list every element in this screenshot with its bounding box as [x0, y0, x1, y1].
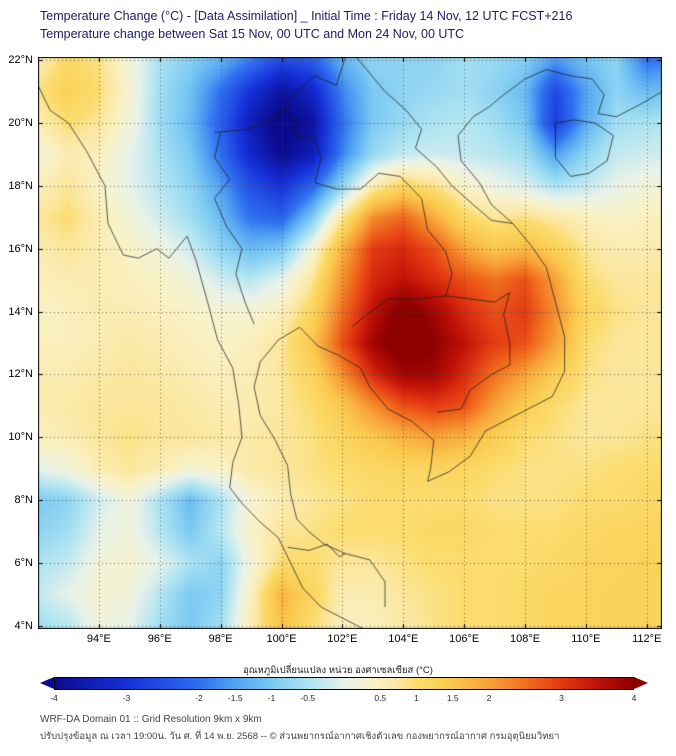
x-axis-tick-label: 112°E — [632, 633, 662, 645]
colorbar-tick-label: -4 — [50, 693, 58, 703]
y-axis-tick-label: 20°N — [8, 117, 33, 129]
chart-title: Temperature Change (°C) - [Data Assimila… — [40, 9, 573, 23]
x-axis-tick-label: 104°E — [388, 633, 419, 645]
footer-update-info: ปรับปรุงข้อมูล ณ เวลา 19:00น. วัน ศ. ที่… — [40, 731, 560, 742]
chart-subtitle: Temperature change between Sat 15 Nov, 0… — [40, 27, 465, 41]
colorbar-tick-label: 3 — [559, 693, 564, 703]
map-plot — [38, 57, 662, 629]
x-axis: 94°E 96°E 98°E 100°E 102°E 104°E 106°E 108°E 110… — [0, 633, 676, 649]
y-axis-tick-label: 4°N — [14, 619, 33, 632]
y-axis-tick-label: 8°N — [14, 494, 33, 507]
colorbar-right-arrow — [634, 677, 648, 689]
colorbar-tick-label: 1 — [414, 693, 419, 703]
x-axis-tick-label: 102°E — [327, 633, 358, 645]
y-axis-tick-label: 18°N — [8, 179, 33, 192]
colorbar-tick-label: -0.5 — [300, 693, 316, 703]
y-axis-tick-label: 22°N — [8, 54, 33, 67]
colorbar-label: อุณหภูมิเปลี่ยนแปลง หน่วย องศาเซลเซียส (… — [243, 665, 433, 676]
colorbar-tick-label: 1.5 — [446, 693, 459, 703]
y-axis-tick-label: 16°N — [8, 242, 33, 255]
y-axis-tick-label: 14°N — [8, 305, 33, 318]
colorbar-tick-label: -2 — [195, 693, 203, 703]
y-axis: 4°N 6°N 8°N 10°N 12°N 14°N 16°N 18°N 20°N 22°N — [0, 0, 35, 756]
x-axis-tick-label: 94°E — [86, 633, 111, 645]
x-axis-tick-label: 106°E — [449, 633, 480, 645]
colorbar-tick-label: 0.5 — [374, 693, 387, 703]
colorbar-left-arrow — [40, 677, 54, 689]
x-axis-tick-label: 108°E — [509, 633, 541, 645]
colorbar-ticks: -4 -3 -2 -1.5 -1 -0.5 0.5 1 1.5 2 3 4 — [50, 693, 637, 705]
colorbar-tick-label: -3 — [122, 693, 131, 703]
x-axis-tick-label: 98°E — [208, 633, 233, 645]
colorbar — [40, 677, 648, 690]
colorbar-tick-label: -1.5 — [227, 693, 243, 703]
y-axis-tick-label: 10°N — [8, 431, 33, 444]
x-axis-tick-label: 96°E — [147, 633, 172, 645]
y-axis-tick-label: 12°N — [8, 368, 33, 381]
colorbar-gradient — [54, 677, 634, 690]
x-axis-tick-label: 110°E — [571, 633, 601, 645]
y-axis-tick-label: 6°N — [14, 557, 33, 569]
footer-model-info: WRF-DA Domain 01 :: Grid Resolution 9km … — [40, 714, 262, 725]
colorbar-tick-label: 2 — [486, 693, 492, 703]
heatmap-canvas — [38, 57, 662, 629]
colorbar-tick-label: 4 — [631, 693, 637, 703]
x-axis-tick-label: 100°E — [266, 633, 297, 645]
colorbar-tick-label: -1 — [267, 693, 276, 703]
